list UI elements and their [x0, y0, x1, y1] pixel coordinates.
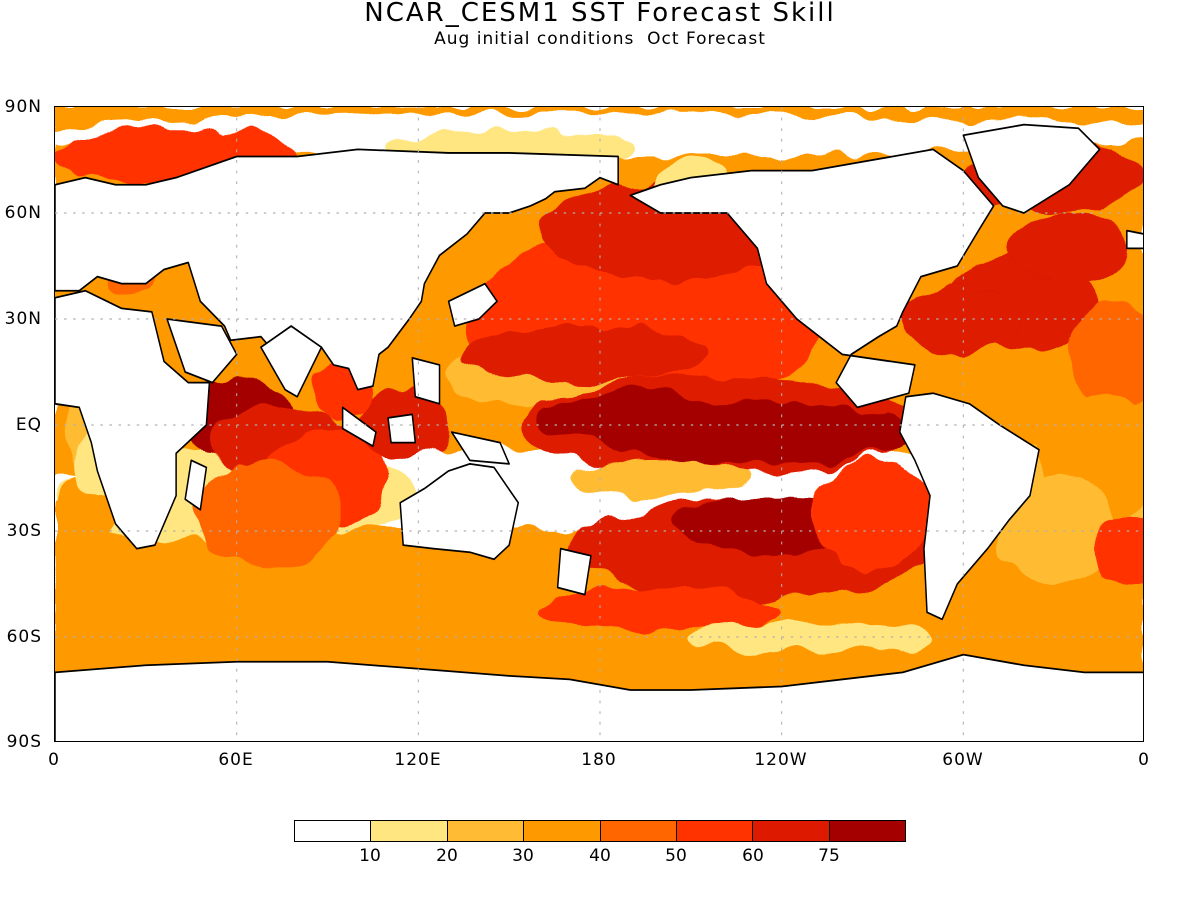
skill-blob-27 [191, 460, 343, 567]
lat-label-90n: 90N [4, 97, 42, 117]
lat-label-60s: 60S [6, 627, 42, 647]
chart-subtitle: Aug initial conditions Oct Forecast [434, 29, 766, 49]
lon-label-0: 0 [48, 750, 60, 770]
lon-label-60e: 60E [218, 750, 254, 770]
colorbar-swatch-1 [371, 821, 448, 841]
land-mask [55, 123, 1143, 741]
colorbar [294, 820, 906, 842]
land-greenland [962, 123, 1101, 214]
skill-blob-32 [1008, 213, 1130, 284]
chart-title: NCAR_CESM1 SST Forecast Skill [364, 0, 836, 28]
land-island-1 [341, 406, 377, 448]
colorbar-label-10: 10 [359, 846, 381, 866]
land-africa [55, 289, 211, 550]
skill-blob-22 [539, 587, 782, 630]
colorbar-swatch-0 [295, 821, 372, 841]
land-island-6 [411, 356, 441, 405]
land-south-america [898, 392, 1040, 621]
lon-label-120e: 120E [394, 750, 442, 770]
lat-label-eq: EQ [15, 415, 42, 435]
land-island-2 [387, 413, 417, 444]
colorbar-swatch-5 [676, 821, 754, 841]
map-panel [54, 106, 1144, 742]
skill-blob-16 [539, 393, 722, 443]
land-australia [399, 462, 520, 561]
colorbar-swatch-3 [524, 821, 601, 841]
skill-blob-6 [55, 114, 1143, 157]
skill-blob-21 [811, 460, 934, 567]
lat-label-30s: 30S [6, 521, 42, 541]
colorbar-swatch-7 [829, 821, 905, 841]
land-island-0 [447, 282, 498, 327]
lat-label-60n: 60N [4, 203, 42, 223]
lon-label-180: 180 [581, 750, 617, 770]
colorbar-swatch-4 [600, 821, 677, 841]
land-island-3 [450, 431, 510, 465]
land-island-4 [556, 547, 592, 596]
lat-label-90s: 90S [6, 732, 42, 752]
land-india [260, 325, 323, 398]
colorbar-label-40: 40 [589, 846, 611, 866]
skill-blob-23 [690, 619, 934, 655]
colorbar-label-60: 60 [742, 846, 764, 866]
lon-label-0-east: 0 [1138, 750, 1150, 770]
lon-label-120w: 120W [754, 750, 808, 770]
skill-blob-17 [463, 326, 706, 383]
skill-blob-36 [1093, 513, 1143, 584]
colorbar-swatch-6 [753, 821, 830, 841]
land-north-america [629, 148, 995, 409]
colorbar-label-20: 20 [436, 846, 458, 866]
colorbar-label-50: 50 [665, 846, 687, 866]
land-eurasia [55, 148, 619, 391]
skill-blob-20 [569, 460, 752, 496]
lon-label-60w: 60W [942, 750, 984, 770]
colorbar-label-30: 30 [512, 846, 534, 866]
skill-blob-33 [1069, 301, 1143, 408]
land-antarctica [55, 653, 1143, 741]
colorbar-label-75: 75 [818, 846, 840, 866]
lat-label-30n: 30N [4, 309, 42, 329]
skill-map [55, 107, 1143, 741]
colorbar-swatch-2 [447, 821, 525, 841]
grid-lines [55, 107, 1143, 741]
land-island-7 [1126, 229, 1143, 250]
land-island-5 [184, 459, 208, 511]
land-arabia [166, 318, 238, 384]
